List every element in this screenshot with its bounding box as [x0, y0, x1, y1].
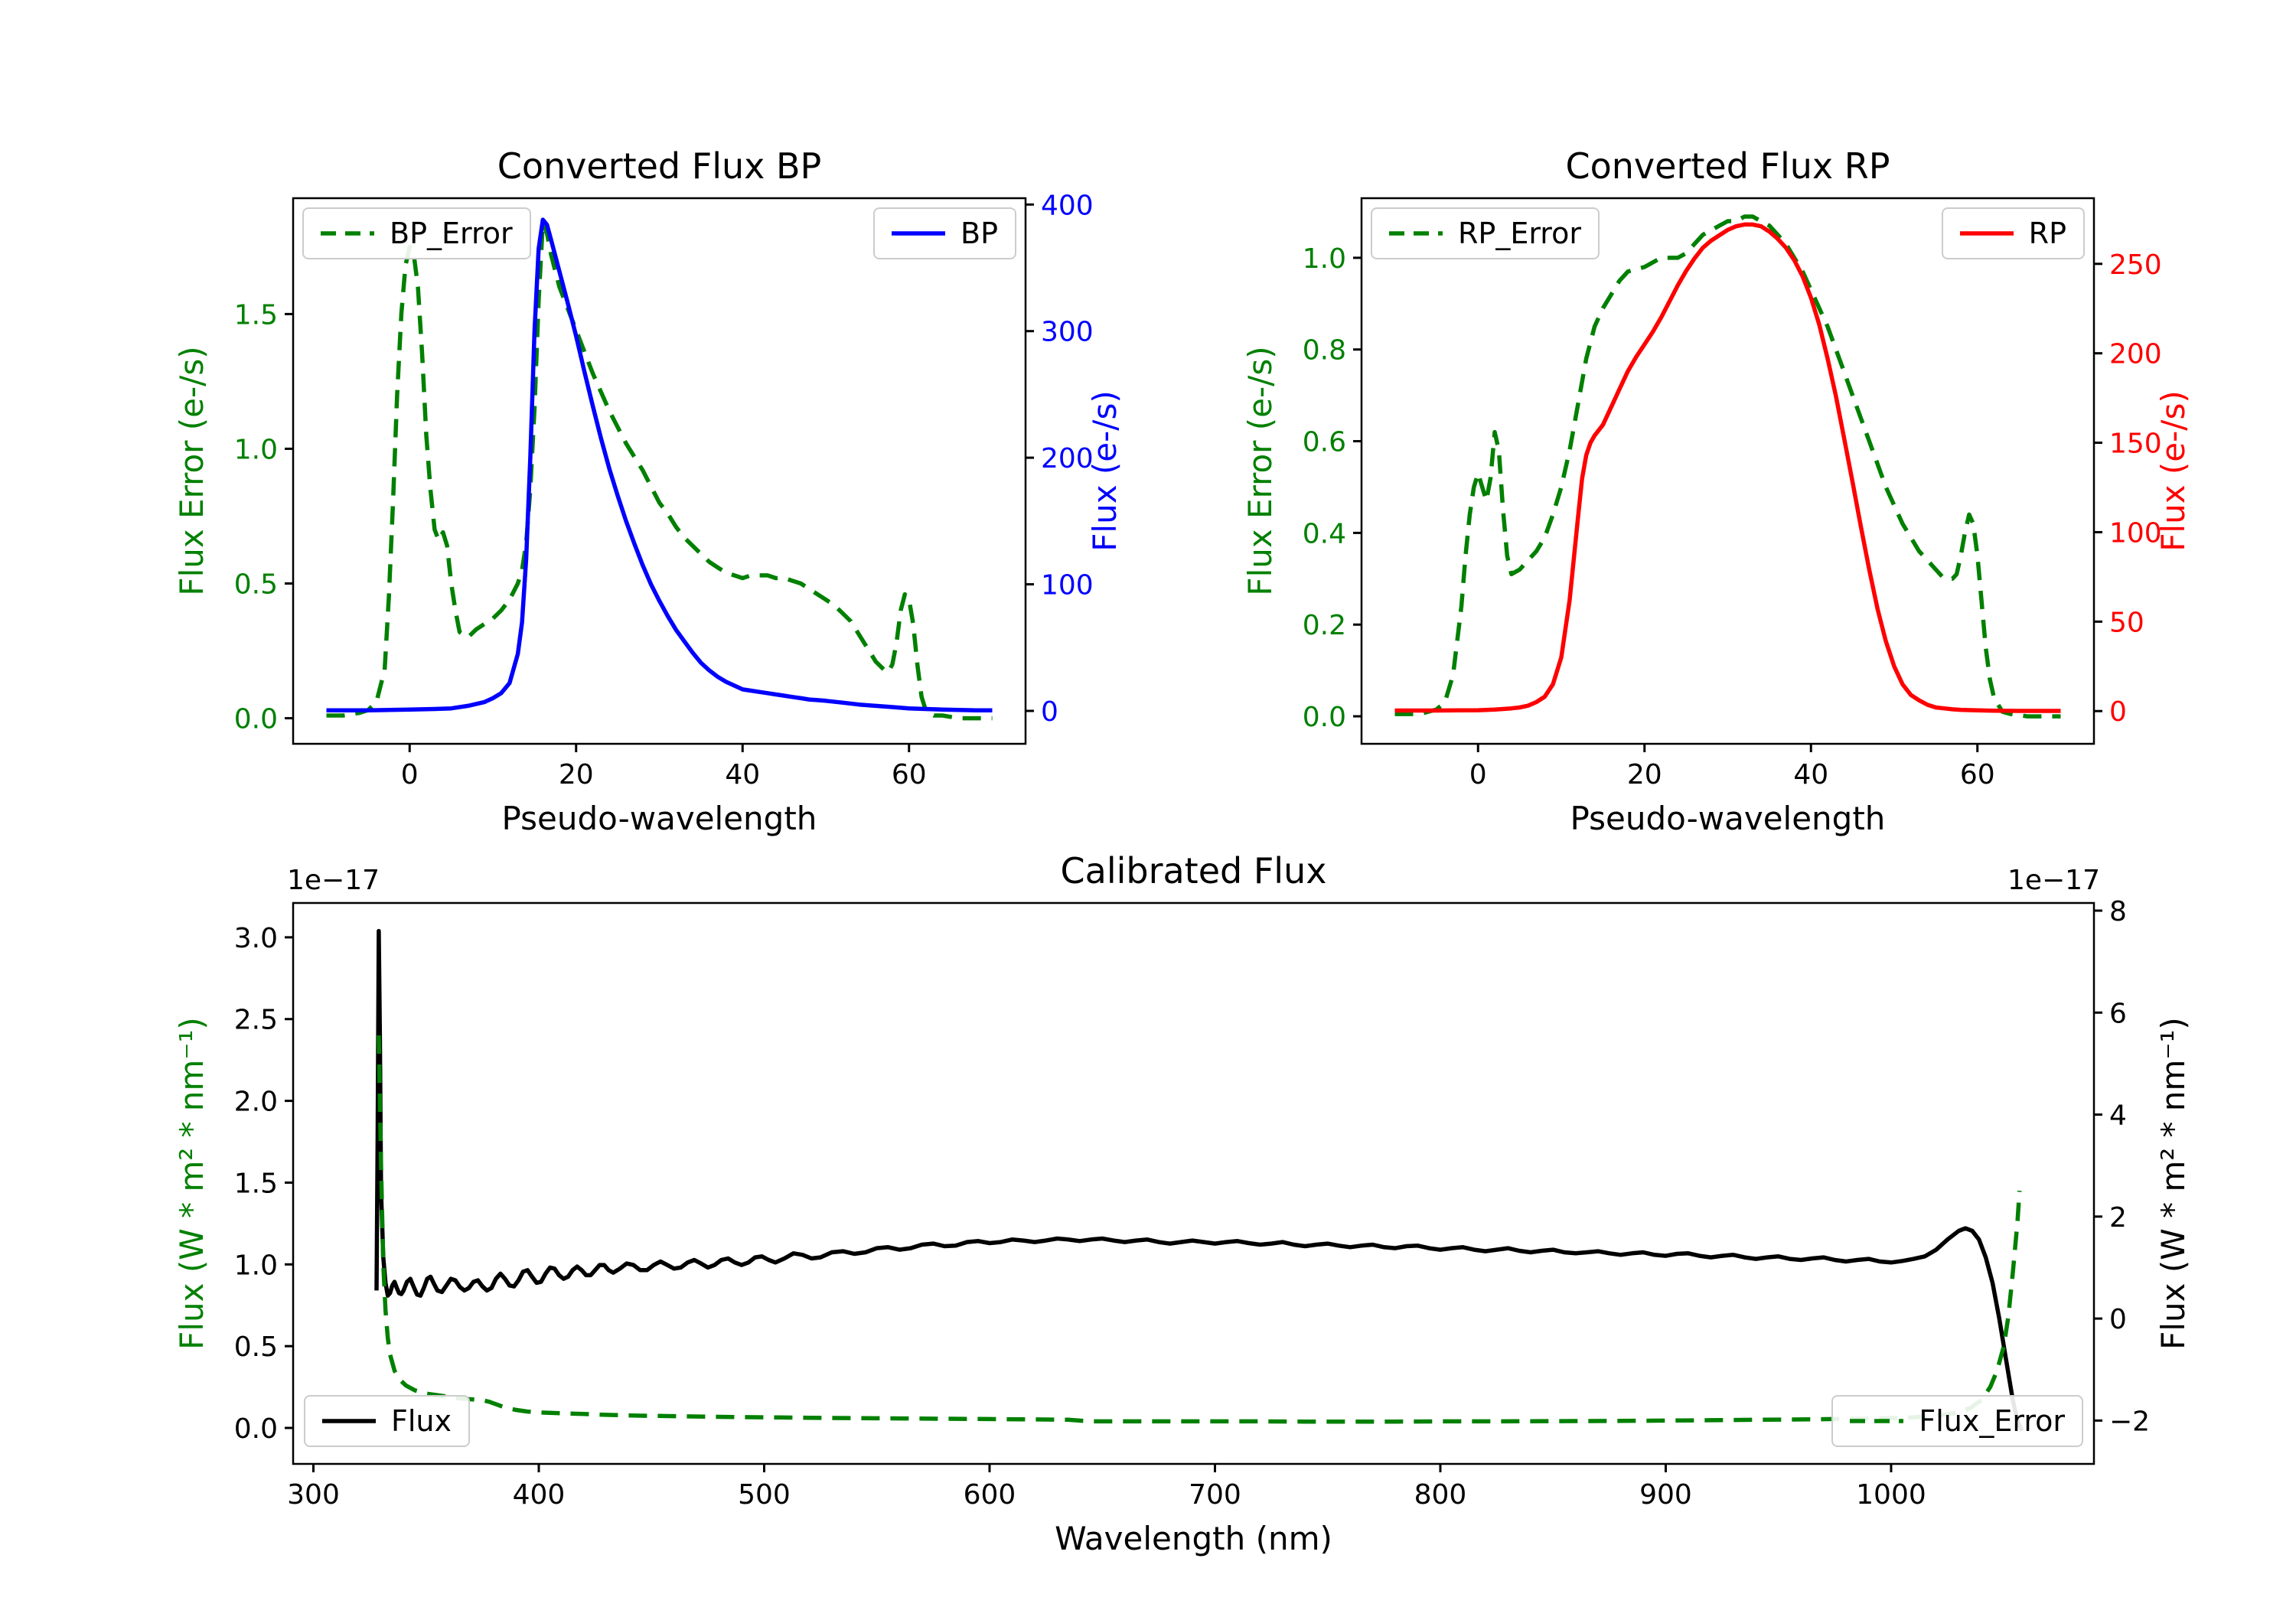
- x-axis-label: Wavelength (nm): [1055, 1520, 1332, 1557]
- x-tick-label: 400: [513, 1479, 566, 1511]
- left-tick-label: 1.0: [234, 1250, 278, 1281]
- left-tick-label: 1.0: [1303, 243, 1346, 275]
- series-line-flux_error: [377, 1035, 2022, 1424]
- right-tick-label: 0: [2109, 696, 2127, 728]
- chart-title: Converted Flux RP: [1566, 145, 1890, 187]
- chart-converted-flux-bp: 0 20 40 60 0.0 0.5 1.0 1.5 Flux Error (e-/s) 0 100…: [173, 145, 1124, 837]
- x-tick-label: 20: [1627, 759, 1662, 790]
- left-tick-label: 0.6: [1303, 427, 1346, 458]
- x-tick-label: 20: [559, 759, 594, 790]
- right-tick-label: 4: [2109, 1100, 2127, 1132]
- plot-area: 0 20 40 60 0.0 0.5 1.0 1.5 Flux Error (e-/s) 0 100…: [173, 145, 1124, 837]
- left-tick-label: 1.5: [234, 299, 278, 331]
- right-tick-label: 200: [2109, 339, 2162, 370]
- legend-flux_error: Flux_Error: [1831, 1395, 2083, 1447]
- chart-title: Converted Flux BP: [497, 145, 822, 187]
- x-tick-label: 0: [401, 759, 419, 790]
- chart-converted-flux-rp: 0 20 40 60 0.0 0.2 0.4 0.6 0.8 1.0 Flux Error (e-/…: [1241, 145, 2192, 837]
- chart-calibrated-flux: 300 400 500 600 700 800 900 1000 0.0 0.5 1.0 1.5 2.0…: [173, 850, 2192, 1557]
- left-tick-label: 0.0: [234, 1413, 278, 1445]
- right-axis-label: Flux (W * m² * nm⁻¹): [2154, 1017, 2192, 1350]
- x-tick-label: 700: [1189, 1479, 1241, 1511]
- series-line-rp_error: [1394, 214, 2061, 719]
- x-tick-label: 40: [1793, 759, 1828, 790]
- left-tick-label: 0.5: [234, 1332, 278, 1363]
- left-tick-label: 0.5: [234, 569, 278, 601]
- x-tick-label: 1000: [1856, 1479, 1926, 1511]
- left-axis-label: Flux Error (e-/s): [1241, 346, 1279, 595]
- right-tick-label: 200: [1041, 443, 1094, 474]
- left-axis-label: Flux (W * m² * nm⁻¹): [173, 1017, 210, 1350]
- legend-line-sample-rp_error: [1389, 231, 1443, 236]
- x-tick-label: 500: [738, 1479, 791, 1511]
- right-offset-text: 1e−17: [2007, 865, 2100, 896]
- left-tick-label: 0.0: [234, 704, 278, 735]
- axes-frame: [292, 901, 2095, 1465]
- plot-area: 300 400 500 600 700 800 900 1000 0.0 0.5 1.0 1.5 2.0…: [173, 850, 2192, 1557]
- left-tick-label: 2.0: [234, 1087, 278, 1118]
- legend-rp: RP: [1941, 207, 2085, 259]
- right-tick-label: 100: [2109, 517, 2162, 549]
- right-tick-label: 300: [1041, 317, 1094, 348]
- x-tick-label: 900: [1639, 1479, 1692, 1511]
- x-tick-label: 40: [725, 759, 760, 790]
- right-tick-label: 250: [2109, 249, 2162, 281]
- series-line-rp: [1394, 222, 2061, 713]
- legend-rp_error: RP_Error: [1371, 207, 1600, 259]
- right-tick-label: 8: [2109, 896, 2127, 927]
- axes-frame: [292, 197, 1027, 745]
- legend-label: BP_Error: [390, 217, 513, 250]
- chart-title: Calibrated Flux: [1061, 850, 1327, 892]
- right-tick-label: 6: [2109, 998, 2127, 1029]
- left-tick-label: 1.5: [234, 1168, 278, 1199]
- legend-line-sample-rp: [1959, 231, 2014, 236]
- x-axis-label: Pseudo-wavelength: [502, 800, 817, 837]
- left-tick-label: 0.2: [1303, 610, 1346, 641]
- x-tick-label: 60: [892, 759, 927, 790]
- plot-area: 0 20 40 60 0.0 0.2 0.4 0.6 0.8 1.0 Flux Error (e-/…: [1241, 145, 2192, 837]
- legend-line-sample-flux: [322, 1419, 376, 1423]
- right-tick-label: 2: [2109, 1202, 2127, 1234]
- legend-line-sample-bp_error: [321, 231, 374, 236]
- legend-label: RP: [2028, 217, 2066, 250]
- legend-bp: BP: [873, 207, 1016, 259]
- x-tick-label: 300: [287, 1479, 340, 1511]
- right-tick-label: 0: [2109, 1304, 2127, 1335]
- x-tick-label: 0: [1469, 759, 1487, 790]
- axes-frame: [1360, 197, 2095, 745]
- right-tick-label: 100: [1041, 570, 1094, 601]
- legend-flux: Flux: [304, 1395, 470, 1447]
- right-axis-label: Flux (e-/s): [1086, 390, 1124, 551]
- left-tick-label: 0.0: [1303, 702, 1346, 733]
- left-tick-label: 0.4: [1303, 518, 1346, 549]
- legend-bp_error: BP_Error: [302, 207, 531, 259]
- legend-label: Flux: [391, 1404, 452, 1438]
- x-tick-label: 60: [1960, 759, 1995, 790]
- left-tick-label: 3.0: [234, 923, 278, 954]
- legend-label: Flux_Error: [1919, 1404, 2065, 1438]
- legend-label: BP: [960, 217, 998, 250]
- series-line-bp_error: [326, 220, 993, 721]
- left-offset-text: 1e−17: [287, 865, 380, 896]
- right-tick-label: −2: [2109, 1406, 2150, 1437]
- series-line-bp: [326, 217, 993, 713]
- left-axis-label: Flux Error (e-/s): [173, 346, 210, 595]
- left-tick-label: 2.5: [234, 1005, 278, 1036]
- left-tick-label: 1.0: [234, 434, 278, 465]
- right-tick-label: 0: [1041, 696, 1058, 728]
- legend-label: RP_Error: [1458, 217, 1581, 250]
- right-tick-label: 50: [2109, 607, 2144, 638]
- x-tick-label: 800: [1414, 1479, 1467, 1511]
- series-line-flux: [374, 928, 2024, 1432]
- legend-line-sample-bp: [892, 231, 946, 236]
- x-tick-label: 600: [964, 1479, 1016, 1511]
- right-tick-label: 150: [2109, 429, 2162, 460]
- legend-line-sample-flux_error: [1850, 1419, 1904, 1423]
- right-tick-label: 400: [1041, 190, 1094, 221]
- x-axis-label: Pseudo-wavelength: [1570, 800, 1886, 837]
- left-tick-label: 0.8: [1303, 335, 1346, 367]
- right-axis-label: Flux (e-/s): [2154, 390, 2192, 551]
